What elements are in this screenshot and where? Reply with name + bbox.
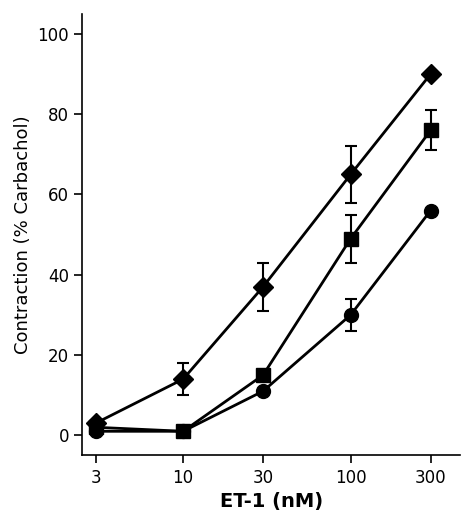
X-axis label: ET-1 (nM): ET-1 (nM) — [219, 492, 323, 511]
Y-axis label: Contraction (% Carbachol): Contraction (% Carbachol) — [14, 116, 32, 354]
